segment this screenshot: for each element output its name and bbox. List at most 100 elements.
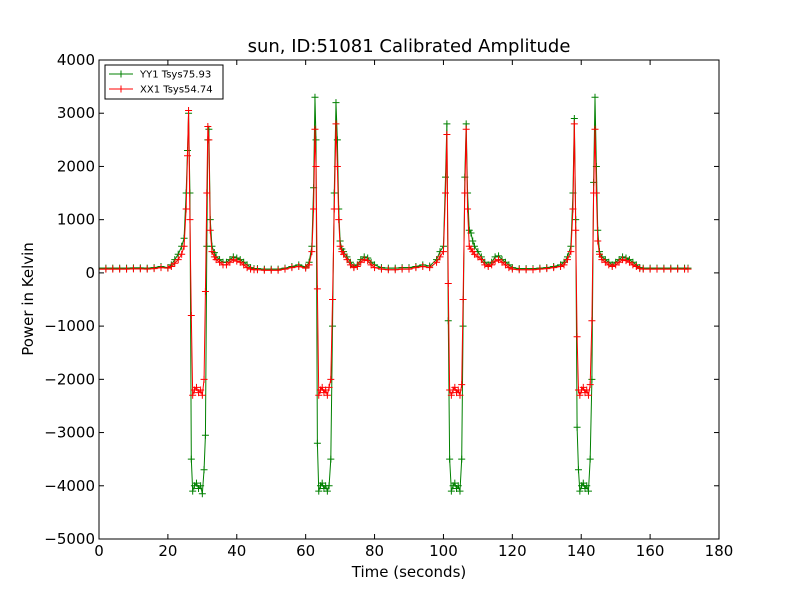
data-point [456, 391, 464, 399]
data-point [588, 317, 596, 325]
data-point [302, 264, 310, 272]
data-point [205, 136, 213, 144]
data-point [426, 264, 434, 272]
data-point [308, 248, 316, 256]
data-point [488, 261, 496, 269]
data-point [629, 261, 637, 269]
data-point [313, 285, 321, 293]
data-point [178, 250, 186, 258]
data-point [419, 263, 427, 271]
data-point [461, 189, 469, 197]
series-layer [99, 93, 692, 498]
data-point [189, 391, 197, 399]
data-point [377, 265, 385, 273]
y-tick-label: −4000 [44, 477, 95, 495]
y-tick-label: 3000 [57, 104, 95, 122]
data-point [288, 264, 296, 272]
data-point [443, 120, 451, 128]
data-point [572, 226, 580, 234]
data-point [315, 487, 323, 495]
data-point [458, 455, 466, 463]
data-point [327, 375, 335, 383]
data-point [573, 423, 581, 431]
x-tick-label: 0 [94, 542, 104, 560]
data-point [200, 466, 208, 474]
data-point [281, 265, 289, 273]
data-point [667, 265, 675, 273]
data-point [684, 265, 692, 273]
data-point [350, 264, 358, 272]
data-point [311, 93, 319, 101]
data-point [594, 237, 602, 245]
chart-title: sun, ID:51081 Calibrated Amplitude [248, 36, 571, 57]
data-point [333, 136, 341, 144]
data-point [446, 455, 454, 463]
legend-marker [117, 70, 125, 78]
data-point [192, 383, 200, 391]
data-point [340, 250, 348, 258]
data-point [200, 375, 208, 383]
data-point [557, 263, 565, 271]
data-point [157, 264, 165, 272]
y-tick-label: 0 [85, 264, 95, 282]
data-point [536, 265, 544, 273]
data-point [444, 280, 452, 288]
data-point [484, 263, 492, 271]
data-point [332, 99, 340, 107]
series-1 [99, 107, 692, 399]
data-point [174, 256, 182, 264]
data-point [295, 263, 303, 271]
data-point [591, 125, 599, 133]
data-point [192, 479, 200, 487]
data-point [619, 256, 627, 264]
data-point [201, 288, 209, 296]
data-point [454, 386, 462, 394]
data-point [185, 107, 193, 115]
data-point [136, 265, 144, 273]
data-point [360, 256, 368, 264]
data-point [180, 242, 188, 250]
data-point [109, 265, 117, 273]
data-point [206, 226, 214, 234]
data-point [201, 431, 209, 439]
y-tick-label: −2000 [44, 370, 95, 388]
data-point [325, 482, 333, 490]
plot-area [99, 60, 719, 539]
data-point [515, 266, 523, 274]
data-point [443, 131, 451, 139]
data-point [588, 375, 596, 383]
x-tick-label: 180 [705, 542, 734, 560]
data-point [384, 266, 392, 274]
data-point [639, 265, 647, 273]
data-point [150, 265, 158, 273]
data-point [529, 266, 537, 274]
data-point [102, 265, 110, 273]
data-point [447, 391, 455, 399]
x-tick-label: 100 [429, 542, 458, 560]
data-point [412, 264, 420, 272]
data-point [433, 258, 441, 266]
data-point [116, 265, 124, 273]
y-tick-label: −3000 [44, 424, 95, 442]
data-point [189, 487, 197, 495]
data-point [325, 383, 333, 391]
data-point [505, 264, 513, 272]
data-point [464, 205, 472, 213]
data-point [198, 490, 206, 498]
data-point [456, 487, 464, 495]
y-tick-label: 2000 [57, 157, 95, 175]
data-point [364, 257, 372, 265]
data-point [197, 386, 205, 394]
data-point [391, 266, 399, 274]
data-point [335, 216, 343, 224]
data-point [182, 205, 190, 213]
data-point [586, 381, 594, 389]
data-point [439, 248, 447, 256]
data-point [315, 391, 323, 399]
data-point [208, 248, 216, 256]
ticks-layer: 0 20 40 60 80 100 120 140 160 180 −5000 −4000 −3000 −… [44, 51, 733, 560]
data-point [274, 266, 282, 274]
data-point [454, 482, 462, 490]
data-point [305, 261, 313, 269]
data-point [343, 256, 351, 264]
